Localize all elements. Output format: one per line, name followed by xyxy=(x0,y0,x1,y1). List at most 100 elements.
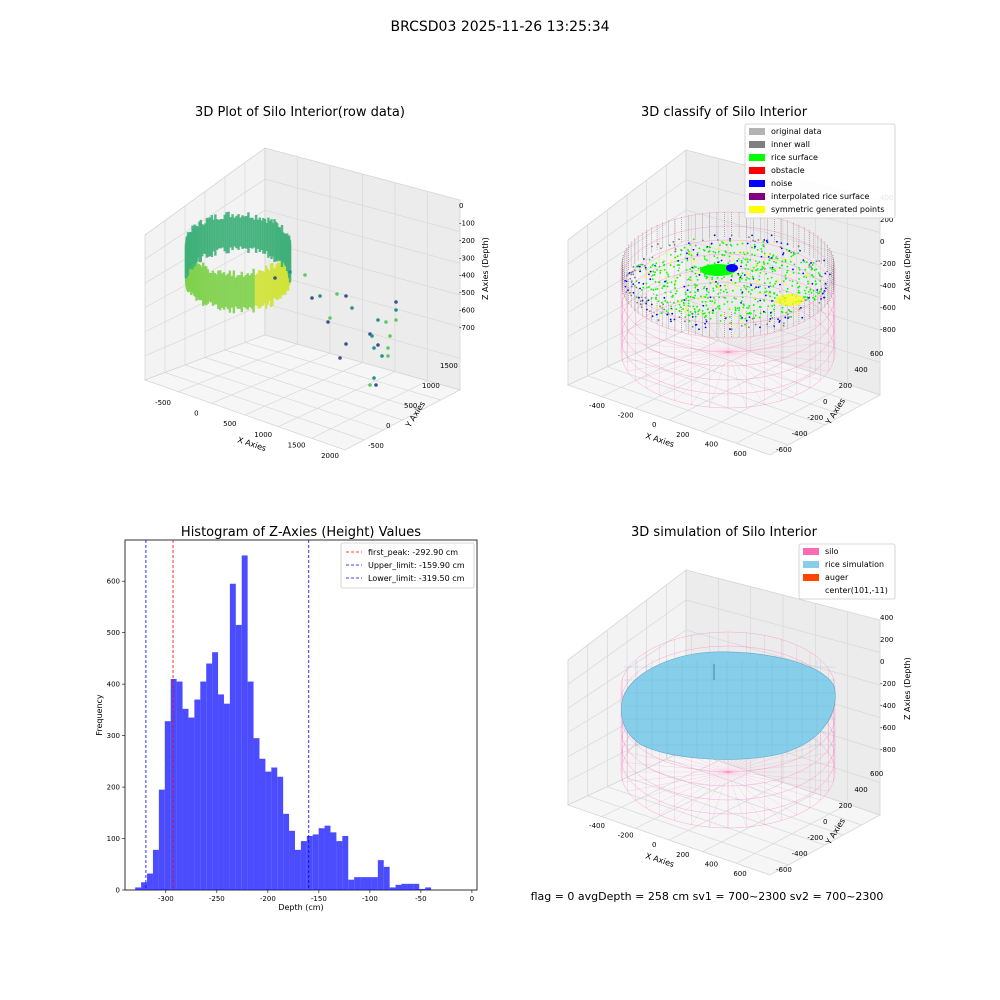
classify-point xyxy=(767,305,770,308)
classify-point xyxy=(829,273,831,276)
classify-point xyxy=(763,282,766,285)
classify-point xyxy=(696,252,699,254)
classify-legend-label: noise xyxy=(771,179,792,188)
classify-point xyxy=(756,248,759,251)
classify-point xyxy=(756,262,759,265)
classify-point xyxy=(684,257,687,260)
classify-point xyxy=(628,291,631,294)
raw-scatter-point xyxy=(326,320,330,324)
classify-point xyxy=(709,317,712,320)
histogram-bar xyxy=(194,699,201,890)
classify-point xyxy=(759,326,761,329)
classify-legend-swatch xyxy=(749,128,765,135)
classify-point xyxy=(792,272,795,274)
classify-point xyxy=(718,286,721,289)
classify-point xyxy=(632,291,635,294)
classify-point xyxy=(649,266,652,269)
histogram-y-tick-label: 200 xyxy=(107,784,120,792)
classify-point xyxy=(624,279,627,282)
classify-point xyxy=(666,252,668,255)
silo-floor-spoke xyxy=(727,342,834,353)
classify-point xyxy=(662,285,665,288)
classify-point xyxy=(778,267,781,269)
classify-point xyxy=(689,305,691,308)
classify-point xyxy=(747,236,750,239)
classify-point xyxy=(691,270,694,273)
classify-point xyxy=(740,240,743,242)
classify-point xyxy=(800,306,802,309)
classify-point xyxy=(774,269,777,272)
classify-point xyxy=(686,278,689,281)
classify-point xyxy=(779,283,781,286)
classify-point xyxy=(687,249,689,251)
classify-point xyxy=(797,252,799,255)
x-tick-label: -200 xyxy=(618,412,634,420)
classify-point xyxy=(750,312,752,315)
classify-point xyxy=(676,276,679,279)
classify-point xyxy=(792,251,795,254)
silo-floor-spoke xyxy=(727,351,811,389)
classify-point xyxy=(709,282,712,285)
classify-point xyxy=(652,293,655,295)
classify-point xyxy=(745,319,748,322)
classify-point xyxy=(786,269,789,272)
classify-point xyxy=(701,239,704,242)
classify-point xyxy=(787,250,790,253)
classify-point xyxy=(759,285,761,288)
classify-point xyxy=(754,260,757,263)
classify-point xyxy=(711,276,714,279)
x-tick-label: 200 xyxy=(676,431,689,439)
classify-point xyxy=(664,299,667,302)
silo-floor-spoke xyxy=(674,303,729,353)
classify-point xyxy=(782,322,785,325)
silo-floor-spoke xyxy=(622,342,729,353)
classify-point xyxy=(734,282,737,284)
histogram-bar xyxy=(147,873,153,890)
classify-point xyxy=(689,291,692,294)
classify-point xyxy=(792,253,795,255)
classify-point xyxy=(773,260,775,263)
classify-point xyxy=(739,276,742,279)
classify-point xyxy=(672,301,675,304)
classify-point xyxy=(733,297,736,299)
classify-point xyxy=(684,291,687,294)
classify-point xyxy=(718,305,721,307)
classify-point xyxy=(694,244,697,247)
classify-point xyxy=(735,297,737,300)
classify-point xyxy=(751,289,753,291)
classify-point xyxy=(727,262,730,265)
classify-point xyxy=(689,295,692,298)
classify-point xyxy=(818,260,821,262)
classify-point xyxy=(751,317,754,320)
classify-point xyxy=(690,279,693,282)
classify-legend-swatch xyxy=(749,206,765,213)
classify-point xyxy=(803,260,806,263)
z-tick-label: -500 xyxy=(459,289,475,297)
classify-point xyxy=(710,311,713,313)
classify-point xyxy=(689,243,691,246)
x-tick-label: 400 xyxy=(705,860,718,868)
simulation-legend: silo rice simulation auger center(101,-11) xyxy=(798,543,896,600)
histogram-x-axis-label: Depth (cm) xyxy=(278,903,323,912)
z-tick-label: -100 xyxy=(459,219,475,227)
classify-point xyxy=(694,266,697,268)
classify-point xyxy=(751,234,753,237)
classify-point xyxy=(778,319,781,322)
classify-point xyxy=(769,281,771,284)
z-tick-label: -600 xyxy=(880,724,896,732)
simulation-legend-label: auger xyxy=(825,573,849,582)
classify-point xyxy=(637,264,640,267)
classify-point xyxy=(712,290,715,292)
classify-point xyxy=(751,246,753,249)
classify-point xyxy=(728,316,731,318)
silo-floor-spoke xyxy=(635,323,729,353)
classify-point xyxy=(803,275,805,278)
classify-point xyxy=(775,280,777,283)
classify-point xyxy=(793,263,796,266)
classify-point xyxy=(730,244,733,247)
classify-point xyxy=(640,303,642,306)
classify-point xyxy=(776,279,779,281)
silo-floor-spoke xyxy=(659,351,729,396)
classify-point xyxy=(660,301,663,304)
histogram-bar xyxy=(188,717,195,890)
